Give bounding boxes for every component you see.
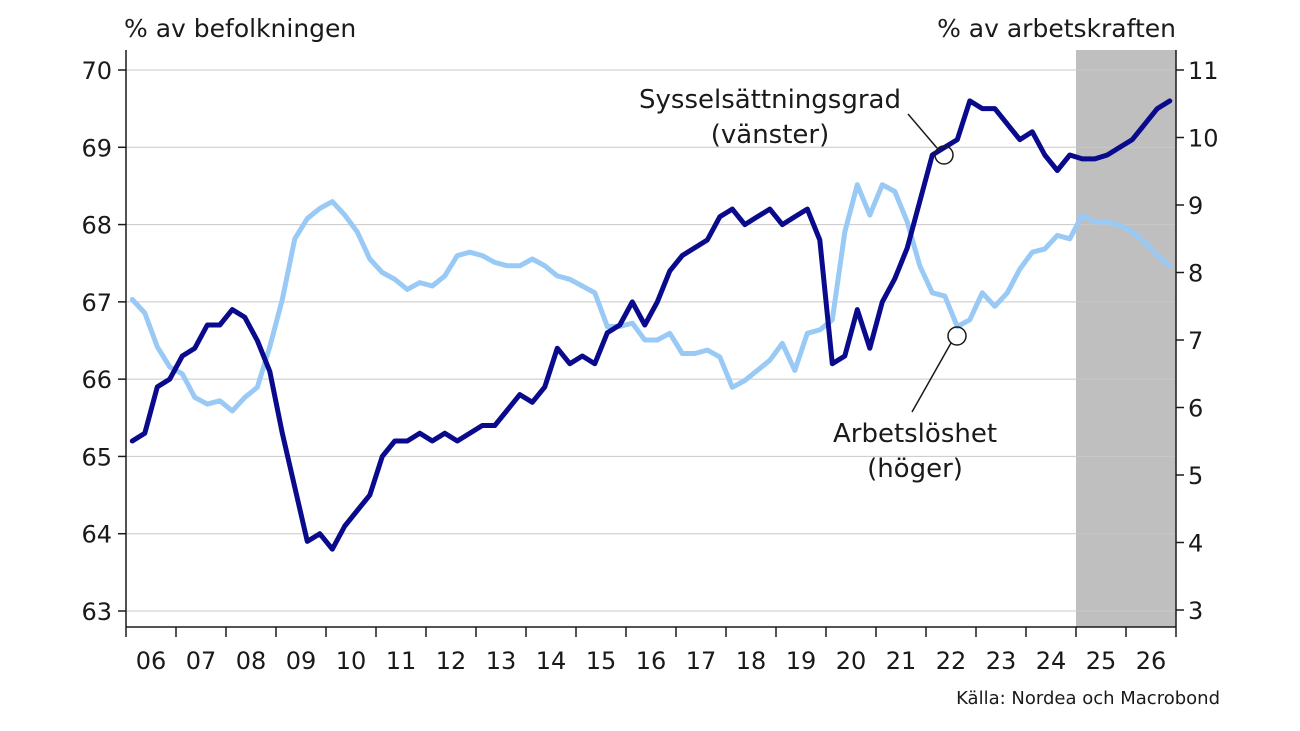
right-tick-label: 10 <box>1188 125 1219 153</box>
series-layer <box>129 98 1173 552</box>
right-tick-label: 8 <box>1188 260 1203 288</box>
left-tick-label: 67 <box>81 289 112 317</box>
right-tick-label: 7 <box>1188 327 1203 355</box>
forecast-shading <box>1076 50 1176 627</box>
x-tick-label: 15 <box>586 647 617 675</box>
x-tick-label: 24 <box>1036 647 1067 675</box>
x-tick-label: 17 <box>686 647 717 675</box>
annotation-marker <box>947 326 967 346</box>
left-tick-label: 63 <box>81 598 112 626</box>
right-axis-unit-label: % av arbetskraften <box>937 14 1176 43</box>
annotation-label: (höger) <box>867 454 963 484</box>
left-tick-label: 70 <box>81 57 112 85</box>
annotation-marker <box>934 145 954 165</box>
right-tick-label: 5 <box>1188 462 1203 490</box>
x-tick-label: 12 <box>436 647 467 675</box>
x-tick-label: 26 <box>1136 647 1167 675</box>
left-tick-label: 66 <box>81 366 112 394</box>
left-tick-label: 64 <box>81 521 112 549</box>
x-tick-label: 14 <box>536 647 567 675</box>
annotation-leader-line <box>907 113 938 149</box>
left-tick-label: 68 <box>81 212 112 240</box>
x-tick-label: 22 <box>936 647 967 675</box>
x-tick-label: 07 <box>186 647 217 675</box>
x-tick-label: 20 <box>836 647 867 675</box>
x-tick-label: 23 <box>986 647 1017 675</box>
annotation-leader-line <box>911 342 952 413</box>
right-tick-label: 4 <box>1188 530 1203 558</box>
forecast-shading-layer <box>1076 50 1176 627</box>
x-tick-label: 09 <box>286 647 317 675</box>
right-tick-label: 3 <box>1188 597 1203 625</box>
left-tick-label: 65 <box>81 443 112 471</box>
x-tick-label: 13 <box>486 647 517 675</box>
x-tick-label: 19 <box>786 647 817 675</box>
right-tick-label: 11 <box>1188 57 1219 85</box>
x-tick-label: 11 <box>386 647 417 675</box>
x-tick-label: 06 <box>136 647 167 675</box>
x-tick-label: 21 <box>886 647 917 675</box>
x-tick-label: 25 <box>1086 647 1117 675</box>
annotations-layer: Sysselsättningsgrad (vänster) Arbetslöshet… <box>639 85 997 484</box>
left-axis-unit-label: % av befolkningen <box>124 14 357 43</box>
annotation-label: (vänster) <box>711 120 830 150</box>
x-tick-label: 08 <box>236 647 267 675</box>
right-tick-label: 9 <box>1188 192 1203 220</box>
series-line <box>129 182 1173 414</box>
annotation-label: Arbetslöshet <box>833 419 997 449</box>
x-tick-label: 18 <box>736 647 767 675</box>
annotation-label: Sysselsättningsgrad <box>639 85 901 115</box>
left-tick-label: 69 <box>81 134 112 162</box>
series-line <box>129 98 1173 552</box>
x-tick-label: 16 <box>636 647 667 675</box>
source-note: Källa: Nordea och Macrobond <box>956 688 1220 709</box>
right-tick-label: 6 <box>1188 395 1203 423</box>
x-tick-label: 10 <box>336 647 367 675</box>
